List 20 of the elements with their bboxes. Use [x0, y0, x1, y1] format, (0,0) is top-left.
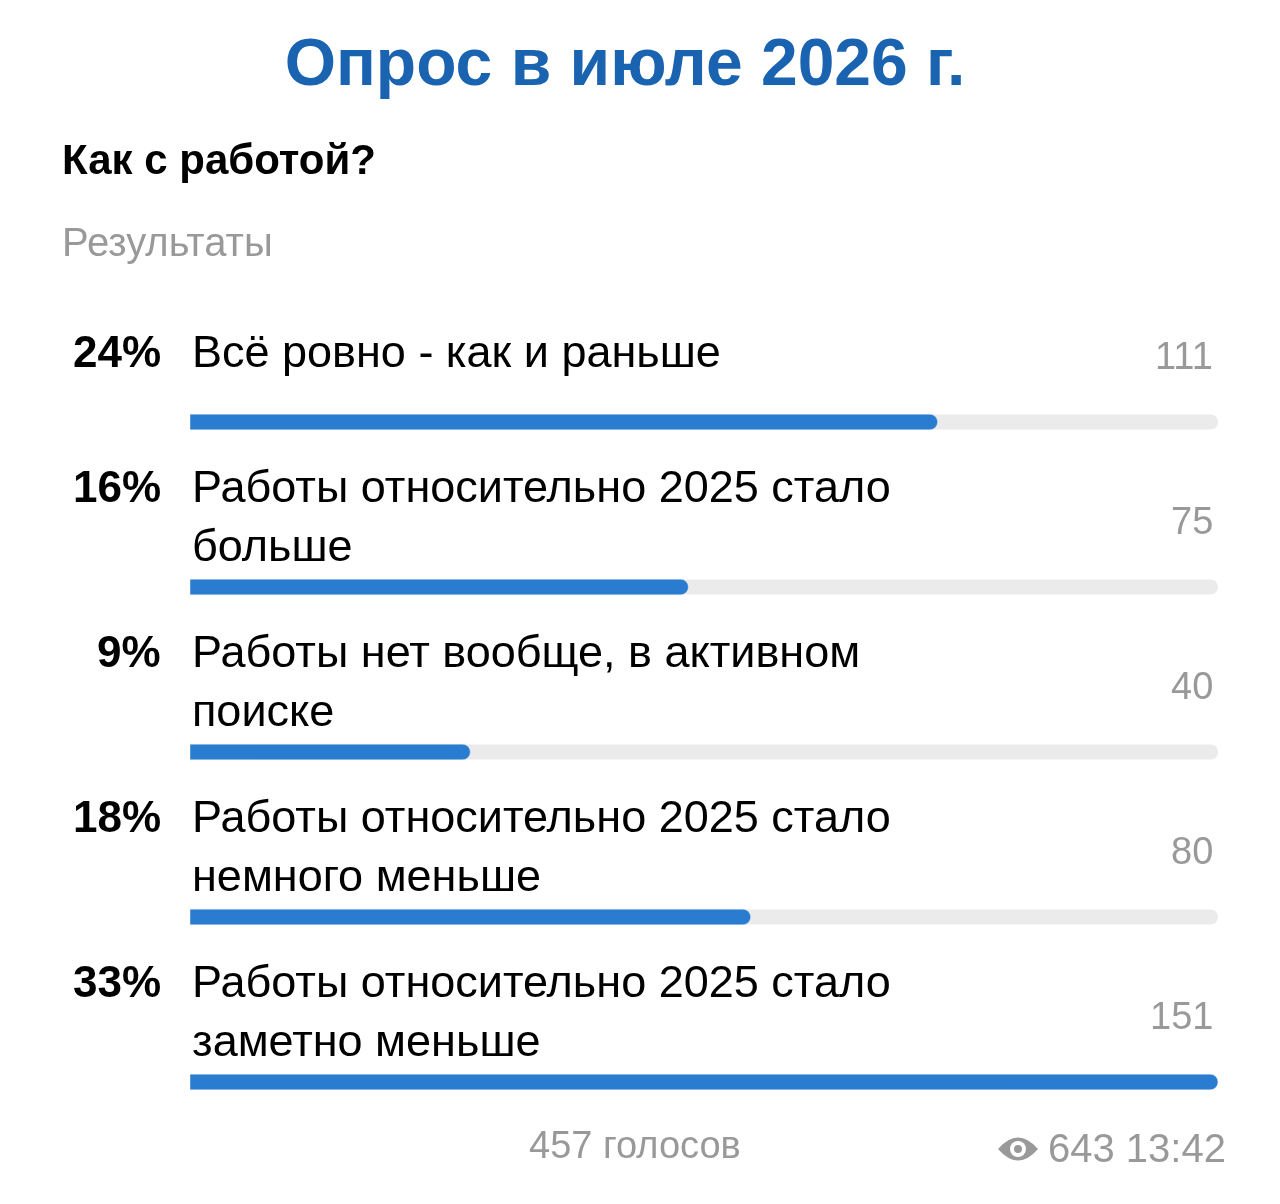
data-label: 24%: [73, 327, 162, 376]
text: 457 голосов: [529, 1124, 741, 1166]
y-tick-label: Работы относительно 2025 стало больше: [192, 461, 891, 571]
annotation: 40: [1171, 665, 1214, 707]
y-tick-label: Работы относительно 2025 стало заметно меньше: [192, 956, 891, 1066]
data-label: 33%: [73, 957, 162, 1006]
annotation: 111: [1155, 335, 1213, 377]
y-tick-label: Работы относительно 2025 стало немного меньше: [192, 791, 891, 901]
text: 643 13:42: [1048, 1126, 1226, 1170]
y-tick-label: Работы нет вообще, в активном поиске: [192, 626, 861, 736]
chart-title: Опрос в июле 2026 г.: [284, 25, 966, 100]
data-label: 18%: [73, 792, 162, 841]
annotation: 80: [1171, 830, 1214, 872]
data-label: 16%: [73, 462, 162, 511]
annotation: 151: [1150, 995, 1214, 1037]
data-label: 9%: [97, 627, 161, 676]
chart-subtitle: Как с работой?: [62, 136, 376, 183]
y-tick-label: Всё ровно - как и раньше: [192, 326, 721, 377]
text: Результаты: [62, 220, 273, 264]
annotation: 75: [1171, 500, 1214, 542]
